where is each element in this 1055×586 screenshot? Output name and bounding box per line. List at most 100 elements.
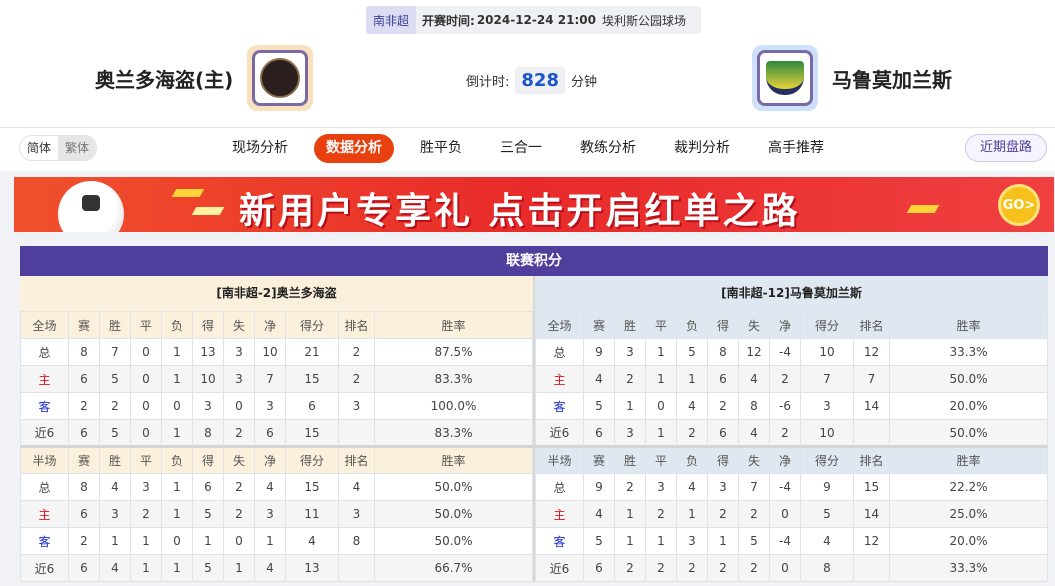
venue: 埃利斯公园球场 — [601, 13, 686, 28]
table-cell: 8 — [800, 554, 854, 582]
table-cell: 0 — [161, 392, 193, 420]
away-team-logo[interactable] — [752, 45, 818, 111]
column-header: 负 — [676, 445, 708, 474]
table-cell: 1 — [645, 527, 677, 555]
table-cell: 3 — [645, 473, 677, 501]
away-standings-header: [南非超-12]马鲁莫加兰斯 — [535, 276, 1048, 311]
tab-6[interactable]: 高手推荐 — [768, 140, 824, 156]
column-header: 胜率 — [889, 445, 1048, 474]
away-standings: [南非超-12]马鲁莫加兰斯 全场赛胜平负得失净得分 排名 胜率总 9 3 1 5 8 12 -4… — [533, 276, 1048, 582]
table-cell: 1 — [161, 338, 193, 366]
column-header: 平 — [130, 311, 162, 339]
table-cell: 2 — [68, 527, 100, 555]
table-cell: 14 — [853, 500, 890, 528]
table-cell: 4 — [800, 527, 854, 555]
promo-banner[interactable]: 新用户专享礼 点击开启红单之路 GO> — [14, 177, 1054, 232]
column-header: 净 — [254, 445, 286, 474]
table-cell: 0 — [769, 500, 801, 528]
table-row: 总 9 3 1 5 8 12 -4 10 12 33.3% — [535, 338, 1048, 366]
table-cell: 1 — [161, 365, 193, 393]
column-header: 失 — [223, 445, 255, 474]
column-header: 全场 — [535, 311, 584, 339]
table-cell: 4 — [676, 392, 708, 420]
table-cell: 1 — [192, 527, 224, 555]
column-header: 胜 — [614, 445, 646, 474]
column-header: 胜 — [99, 445, 131, 474]
table-row: 主 4 2 1 1 6 4 2 7 7 50.0% — [535, 365, 1048, 393]
away-team-name[interactable]: 马鲁莫加兰斯 — [832, 67, 952, 92]
column-header: 得分 — [800, 311, 854, 339]
recent-odds-button[interactable]: 近期盘路 — [964, 134, 1047, 162]
table-cell: 3 — [614, 338, 646, 366]
table-cell: 50.0% — [374, 473, 533, 501]
table-cell: 3 — [130, 473, 162, 501]
column-header: 排名 — [338, 311, 375, 339]
table-cell: 3 — [614, 419, 646, 447]
nav-bar: 简体 繁体 现场分析 数据分析 胜平负 三合一 教练分析 裁判分析 高手推荐 近期盘路 — [0, 127, 1055, 171]
countdown-value: 828 — [515, 67, 565, 94]
table-cell: 50.0% — [374, 500, 533, 528]
table-cell: 5 — [800, 500, 854, 528]
go-button[interactable]: GO> — [998, 184, 1040, 226]
lang-simplified[interactable]: 简体 — [27, 141, 52, 155]
table-cell: 5 — [192, 554, 224, 582]
table-cell: 8 — [338, 527, 375, 555]
table-cell: 2 — [738, 500, 770, 528]
tab-0[interactable]: 现场分析 — [232, 140, 288, 156]
lang-traditional[interactable]: 繁体 — [58, 136, 97, 160]
table-cell: 0 — [130, 392, 162, 420]
table-cell: 15 — [285, 473, 339, 501]
table-cell: 6 — [68, 419, 100, 447]
table-cell: 5 — [676, 338, 708, 366]
row-label: 主 — [20, 500, 69, 528]
table-cell: 2 — [645, 500, 677, 528]
tab-2[interactable]: 胜平负 — [420, 140, 462, 156]
table-cell: 50.0% — [889, 419, 1048, 447]
table-cell: 3 — [223, 365, 255, 393]
soccer-ball-icon — [58, 181, 124, 232]
half-header-row: 半场赛胜平负得失净得分 排名 胜率 — [535, 445, 1048, 474]
home-team-name[interactable]: 奥兰多海盗(主) — [95, 67, 234, 92]
home-team[interactable]: 奥兰多海盗(主) — [95, 45, 314, 111]
table-cell: 4 — [583, 500, 615, 528]
away-team[interactable]: 马鲁莫加兰斯 — [752, 45, 952, 111]
table-row: 主 4 1 2 1 2 2 0 5 14 25.0% — [535, 500, 1048, 528]
column-header: 得分 — [285, 445, 339, 474]
analysis-tabs: 现场分析 数据分析 胜平负 三合一 教练分析 裁判分析 高手推荐 — [220, 134, 850, 163]
language-toggle[interactable]: 简体 繁体 — [19, 135, 98, 161]
row-label: 客 — [20, 527, 69, 555]
table-cell: 4 — [285, 527, 339, 555]
table-cell: 8 — [68, 473, 100, 501]
table-cell: 5 — [99, 419, 131, 447]
tab-4[interactable]: 教练分析 — [580, 140, 636, 156]
table-cell: 6 — [254, 419, 286, 447]
table-cell: 6 — [192, 473, 224, 501]
tab-5[interactable]: 裁判分析 — [674, 140, 730, 156]
table-row: 主 6 5 0 1 10 3 7 15 2 83.3% — [20, 365, 533, 393]
table-cell: 6 — [285, 392, 339, 420]
table-cell: 25.0% — [889, 500, 1048, 528]
column-header: 得 — [192, 311, 224, 339]
table-cell: 4 — [338, 473, 375, 501]
home-team-logo[interactable] — [247, 45, 314, 111]
table-cell: 1 — [161, 554, 193, 582]
tab-1[interactable]: 数据分析 — [314, 134, 394, 163]
row-label: 客 — [20, 392, 69, 420]
table-cell: 9 — [583, 473, 615, 501]
table-cell: 2 — [676, 554, 708, 582]
match-header: 南非超 开赛时间: 2024-12-24 21:00 埃利斯公园球场 奥兰多海盗… — [0, 0, 1055, 127]
league-badge[interactable]: 南非超 — [366, 6, 417, 34]
full-header-row: 全场赛胜平负得失净得分 排名 胜率 — [20, 311, 533, 339]
table-cell: 3 — [254, 392, 286, 420]
column-header: 净 — [769, 311, 801, 339]
table-cell: 3 — [338, 500, 375, 528]
table-cell — [338, 554, 375, 582]
column-header: 胜率 — [374, 445, 533, 474]
table-cell: 83.3% — [374, 419, 533, 447]
table-row: 近6 6 3 1 2 6 4 2 10 50.0% — [535, 419, 1048, 447]
tab-3[interactable]: 三合一 — [500, 140, 542, 156]
column-header: 平 — [645, 311, 677, 339]
table-cell: 4 — [676, 473, 708, 501]
table-cell: 6 — [707, 365, 739, 393]
column-header: 胜 — [614, 311, 646, 339]
